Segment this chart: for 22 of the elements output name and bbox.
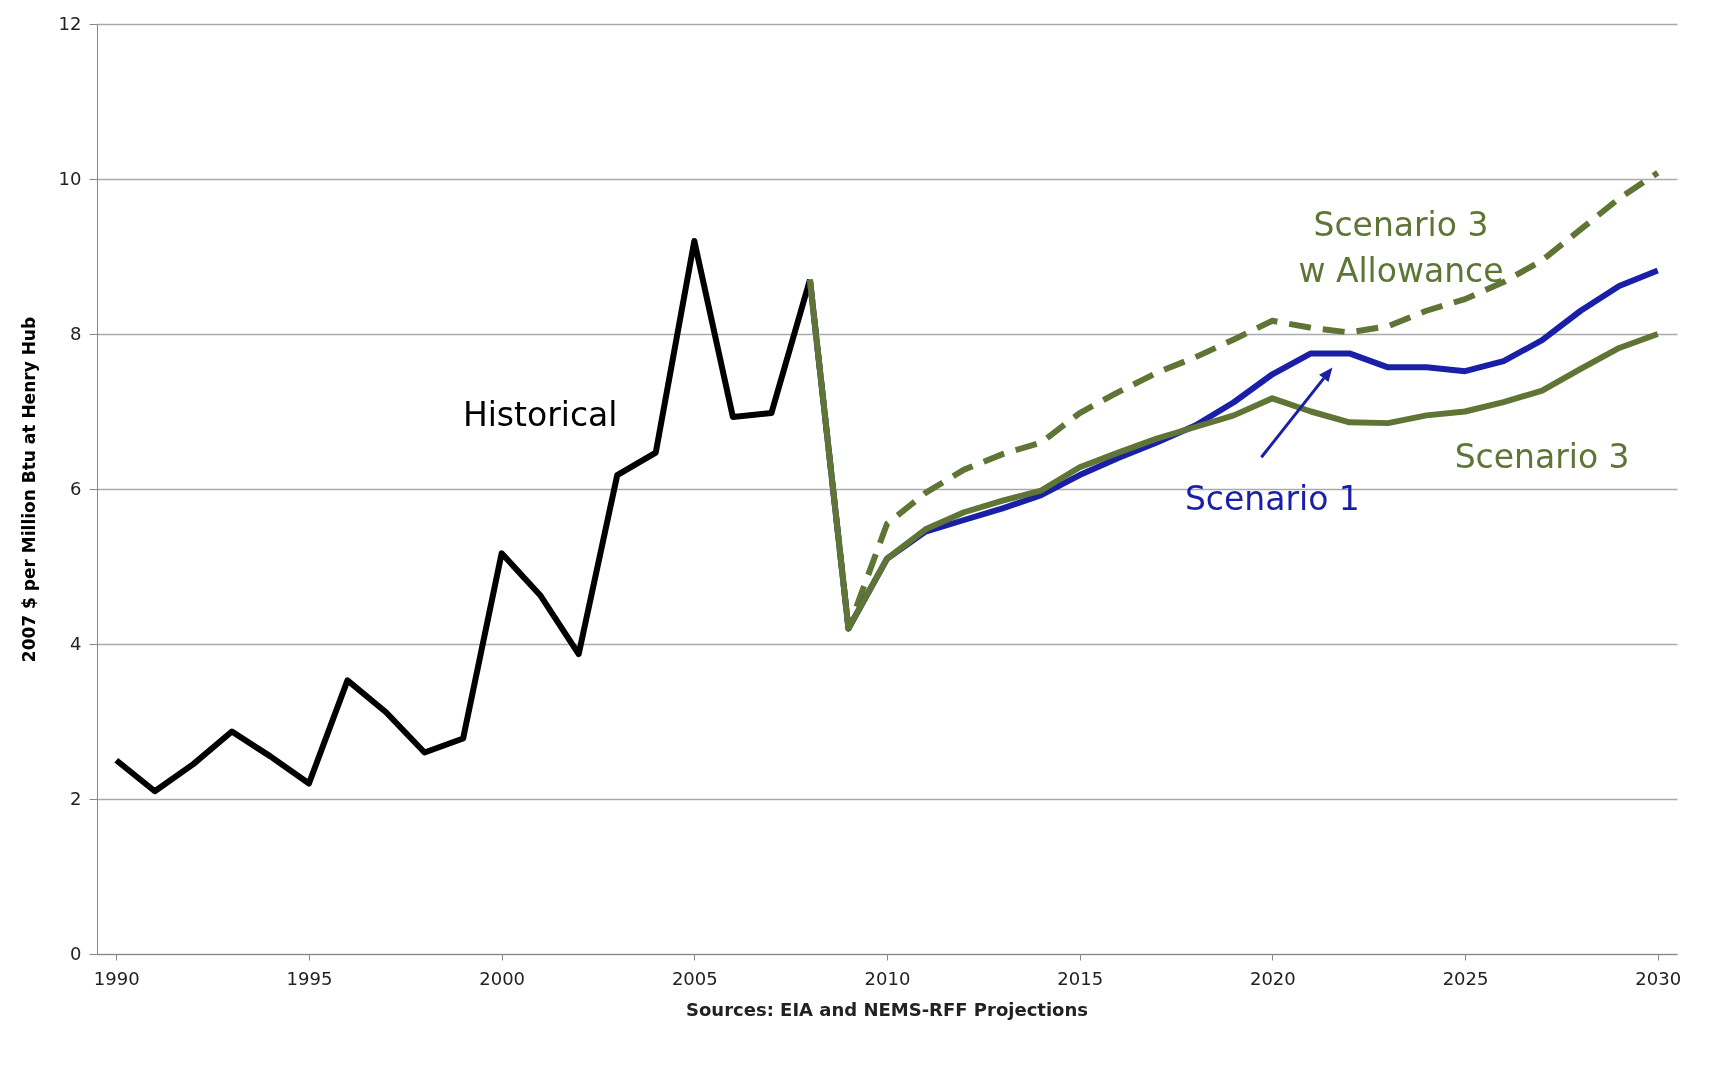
x-tick-label: 1990 bbox=[93, 967, 140, 989]
series-label: Scenario 3 bbox=[1454, 436, 1630, 476]
x-tick-label: 2015 bbox=[1057, 967, 1104, 989]
y-tick-label: 6 bbox=[70, 477, 82, 499]
x-tick-label: 2010 bbox=[864, 967, 911, 989]
y-tick-label: 8 bbox=[70, 322, 82, 344]
y-axis-title: 2007 $ per Million Btu at Henry Hub bbox=[18, 316, 39, 663]
y-tick-label: 4 bbox=[70, 632, 82, 654]
x-tick-label: 2030 bbox=[1635, 967, 1682, 989]
source-note: Sources: EIA and NEMS-RFF Projections bbox=[686, 999, 1088, 1020]
x-tick-label: 2020 bbox=[1249, 967, 1296, 989]
x-tick-label: 1995 bbox=[286, 967, 333, 989]
series-label: Historical bbox=[462, 395, 618, 435]
x-tick-label: 2005 bbox=[671, 967, 718, 989]
y-tick-label: 12 bbox=[58, 12, 82, 34]
y-tick-label: 2 bbox=[70, 787, 82, 809]
y-tick-label: 0 bbox=[70, 942, 82, 964]
legend-label: Scenario 1 bbox=[1184, 479, 1360, 519]
x-tick-label: 2025 bbox=[1442, 967, 1489, 989]
x-tick-label: 2000 bbox=[479, 967, 526, 989]
series-label: Scenario 3 w Allowance bbox=[1298, 205, 1504, 291]
y-tick-label: 10 bbox=[58, 167, 82, 189]
